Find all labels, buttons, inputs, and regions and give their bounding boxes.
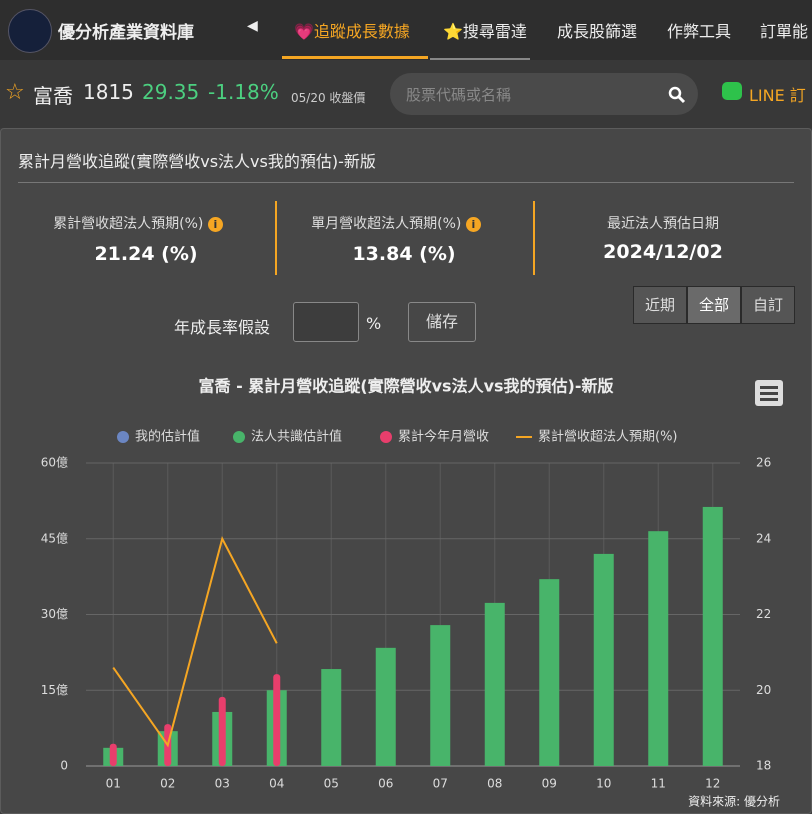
y2-tick-label: 22 [756,607,771,621]
bar [321,669,342,766]
bar [375,647,396,766]
stat-label: 累計營收超法人預期(%) i [13,213,263,233]
stock-name: 富喬 [33,84,73,108]
search-icon [668,86,686,104]
y2-tick-label: 24 [756,531,771,545]
legend-label: 我的估計值 [135,429,200,445]
tab[interactable]: 訂單能 [760,22,809,41]
active-underline [282,56,428,59]
y-tick-label: 15億 [41,683,68,697]
stat-value: 13.84 (%) [352,243,456,265]
x-tick-label: 07 [433,777,448,791]
legend-swatch [380,431,392,443]
x-tick-label: 03 [215,777,230,791]
tab[interactable]: 💗追蹤成長數據 [294,22,410,41]
tab[interactable]: ⭐搜尋雷達 [443,22,527,41]
x-tick-label: 11 [651,777,666,791]
range-button[interactable]: 自訂 [741,286,795,324]
growth-label: 年成長率假設 [174,318,271,337]
bar [430,625,451,766]
stock-code: 1815 [83,80,134,104]
x-tick-label: 06 [378,777,393,791]
stat-value: 2024/12/02 [603,241,723,263]
stat-label: 最近法人預估日期 [607,216,719,232]
legend-swatch [233,431,245,443]
stat-label: 單月營收超法人預期(%) i [271,213,521,233]
scrollbar [430,58,530,60]
y-tick-label: 45億 [41,531,68,545]
search-placeholder: 股票代碼或名稱 [406,86,512,104]
legend-label: 累計今年月營收 [398,429,489,445]
divider [18,182,794,183]
tab[interactable]: 成長股篩選 [557,22,638,41]
x-tick-label: 12 [705,777,720,791]
growth-input[interactable] [293,302,359,342]
bar [218,696,226,766]
legend-label: 法人共識估計值 [251,429,342,445]
stat-label-text: 單月營收超法人預期(%) [311,216,462,232]
x-tick-label: 09 [542,777,557,791]
x-tick-label: 05 [324,777,339,791]
bar [648,531,669,766]
x-tick-label: 02 [160,777,175,791]
stat-value: 21.24 (%) [94,243,198,265]
line-subscribe[interactable]: LINE 訂 [749,86,806,105]
chart-title: 富喬 - 累計月營收追蹤(實際營收vs法人vs我的預估)-新版 [199,377,614,396]
info-icon[interactable]: i [207,217,223,232]
growth-unit: % [366,314,382,333]
bar [273,674,281,766]
chart: 富喬 - 累計月營收追蹤(實際營收vs法人vs我的預估)-新版 資料來源: 優分… [41,377,783,809]
scroll-left[interactable]: ◀ [247,18,258,34]
price: 29.35 [142,80,200,104]
y-tick-label: 0 [60,759,68,773]
x-tick-label: 01 [106,777,121,791]
save-button[interactable]: 儲存 [408,302,476,342]
bar [702,506,723,766]
y-tick-label: 30億 [41,607,68,621]
stock-row: ☆ 富喬 1815 29.35 -1.18% 05/20 收盤價 股票代碼或名稱… [0,60,812,128]
y2-tick-label: 18 [756,759,771,773]
nav-bar: 優分析產業資料庫 ◀ 💗追蹤成長數據 ⭐搜尋雷達 成長股篩選 作弊工具 訂單能 [0,0,812,60]
tab[interactable]: 作弊工具 [667,22,732,41]
info-icon[interactable]: i [465,217,481,232]
menu-icon[interactable] [755,380,783,406]
range-button-active[interactable]: 全部 [687,286,741,324]
stat-divider [533,201,535,275]
range-button[interactable]: 近期 [633,286,687,324]
panel-title: 累計月營收追蹤(實際營收vs法人vs我的預估)-新版 [18,152,376,171]
close-date: 05/20 收盤價 [291,91,366,105]
legend-label: 累計營收超法人預期(%) [538,429,678,445]
source: 資料來源: 優分析 [688,795,780,809]
brand[interactable]: 優分析產業資料庫 [58,23,194,43]
logo[interactable] [8,9,52,53]
x-tick-label: 10 [596,777,611,791]
x-tick-label: 08 [487,777,502,791]
line-icon[interactable] [722,82,742,100]
y2-tick-label: 26 [756,456,771,470]
bar [109,743,117,766]
y-tick-label: 60億 [41,456,68,470]
x-tick-label: 04 [269,777,284,791]
favorite-star[interactable]: ☆ [5,80,25,105]
legend-swatch [117,431,129,443]
bar [539,579,560,766]
y2-tick-label: 20 [756,683,771,697]
search-box[interactable]: 股票代碼或名稱 [390,73,698,115]
bar [484,602,505,766]
change: -1.18% [208,80,279,104]
bar [593,553,614,766]
stat-label-text: 累計營收超法人預期(%) [53,216,204,232]
stat-divider [275,201,277,275]
line [112,535,278,748]
